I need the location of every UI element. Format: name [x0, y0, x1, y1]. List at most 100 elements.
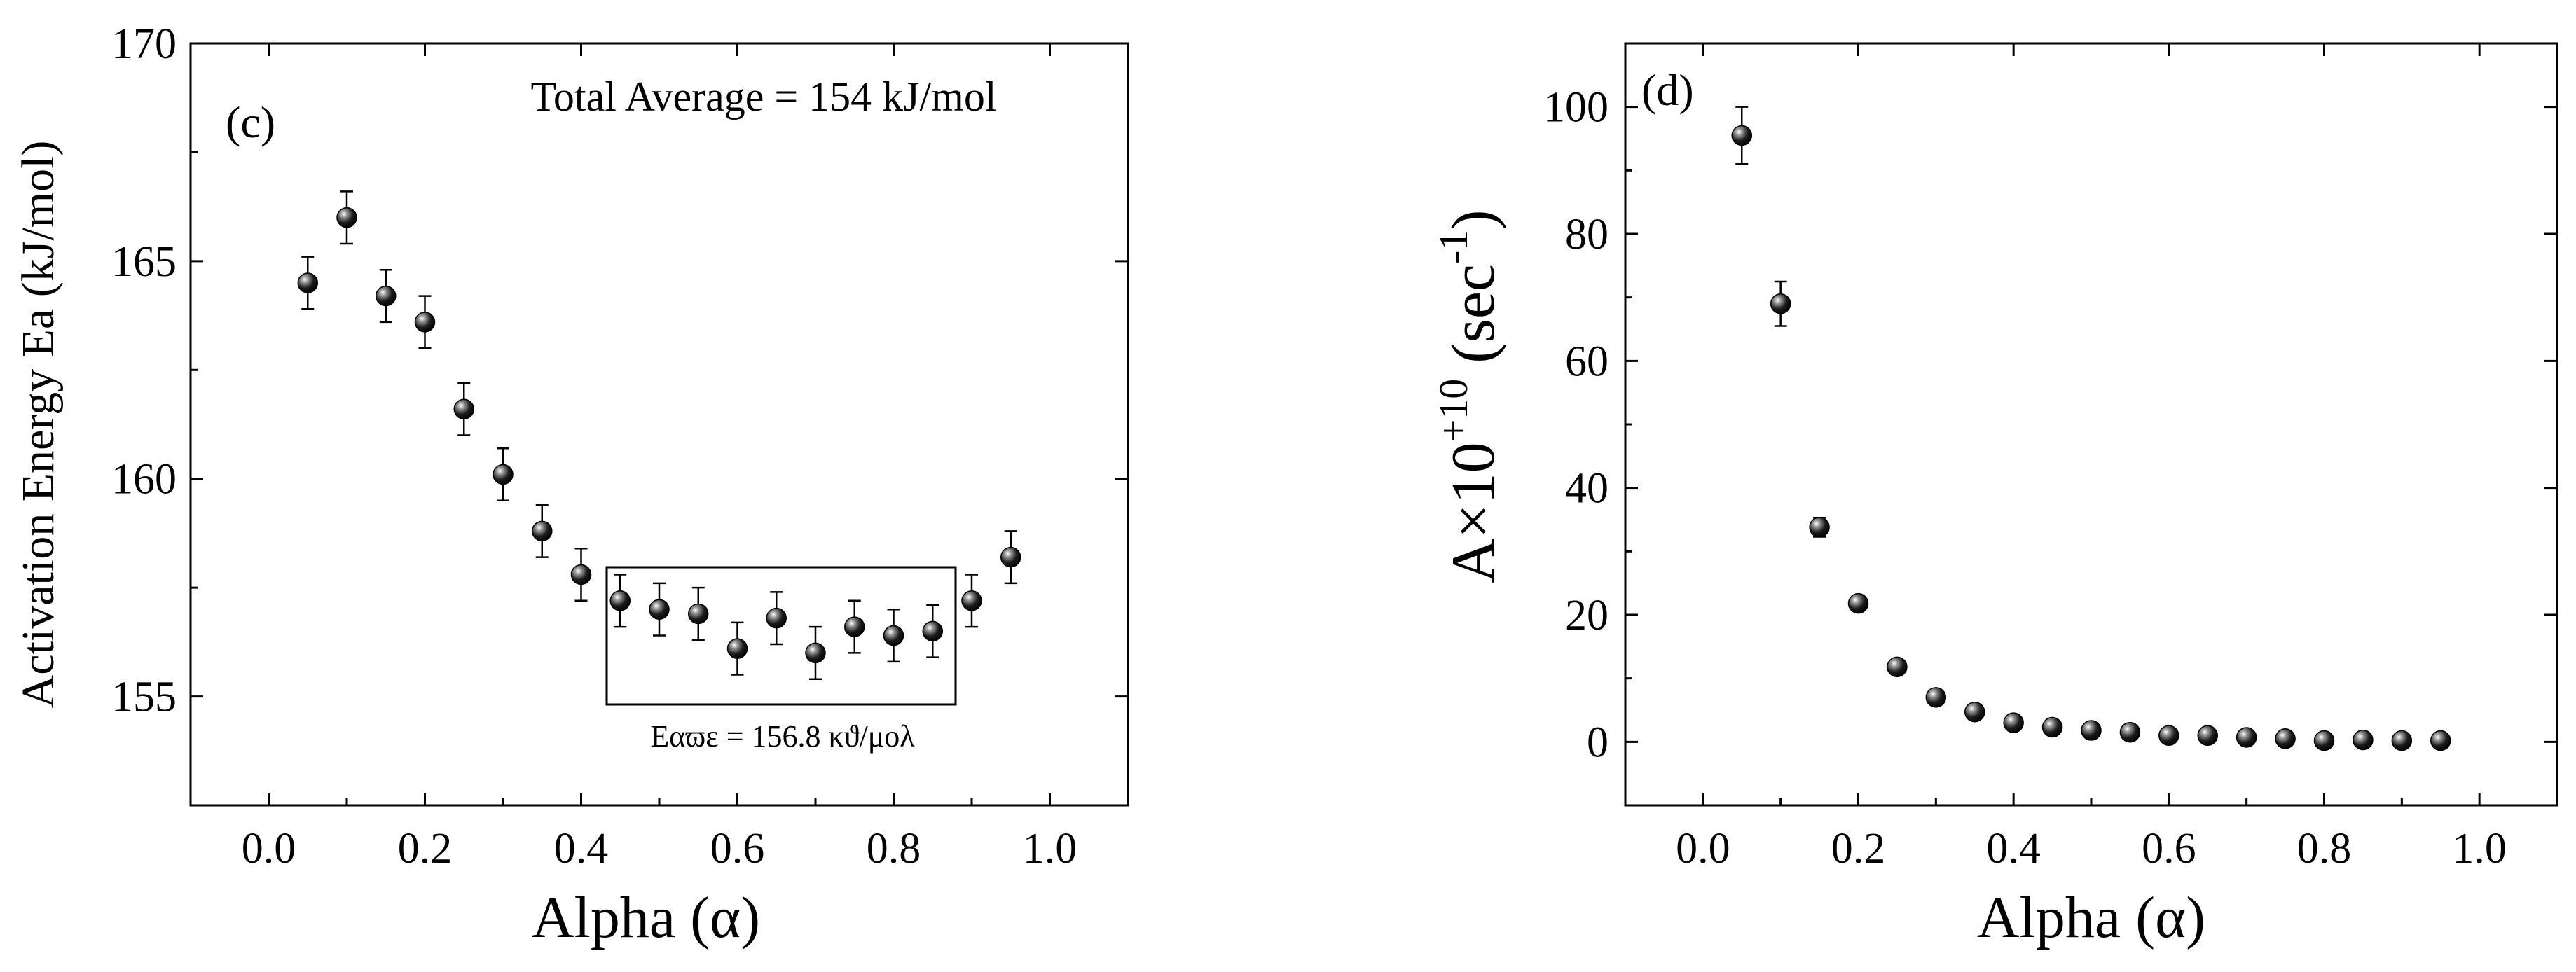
y-tick-label: 0 [1587, 718, 1609, 766]
marker [688, 603, 709, 625]
chart-c: 0.0 0.2 0.4 0.6 0.8 1.0 155 160 165 170 (c) Tota… [13, 20, 1129, 950]
series-d [1731, 106, 2451, 751]
marker [2003, 712, 2024, 733]
data-point [336, 190, 357, 245]
x-tick-label: 0.6 [2142, 825, 2196, 873]
panel-label-c: (c) [226, 97, 275, 147]
data-point [1925, 687, 1947, 708]
x-axis-label-c: Alpha (α) [532, 885, 760, 950]
series-c [297, 190, 1021, 680]
y-tick-label: 160 [111, 456, 177, 504]
y-tick-label: 60 [1565, 338, 1609, 385]
data-point [2313, 730, 2335, 751]
marker [2041, 716, 2063, 738]
data-point [1731, 106, 1752, 165]
y-tick-label: 170 [111, 20, 177, 68]
data-point [2003, 712, 2024, 733]
data-point [2119, 721, 2141, 743]
marker [922, 620, 943, 642]
y-axis-label-d-unit: (sec [1440, 264, 1508, 379]
marker [1964, 701, 1985, 723]
plot-frame-c [189, 42, 1129, 807]
data-point [2275, 728, 2296, 749]
data-point [1887, 656, 1908, 678]
data-point [493, 447, 514, 502]
data-point [2197, 725, 2218, 747]
y-ticks-d: 0 20 40 60 80 100 [1543, 84, 2557, 766]
y-tick-label: 155 [111, 674, 177, 721]
data-point [844, 599, 865, 654]
marker [766, 607, 787, 629]
data-point [1000, 530, 1021, 585]
marker [844, 616, 865, 637]
marker [649, 599, 670, 620]
marker [2353, 729, 2374, 751]
data-point [1964, 701, 1985, 723]
x-ticks-c: 0.0 0.2 0.4 0.6 0.8 1.0 [189, 43, 1129, 873]
x-tick-label: 0.2 [1831, 825, 1886, 873]
y-axis-label-c: Activation Energy Ea (kJ/mol) [13, 141, 64, 709]
x-tick-label: 0.0 [1676, 825, 1730, 873]
data-point [570, 547, 592, 602]
data-point [376, 269, 397, 324]
data-point [961, 574, 982, 628]
data-point [2353, 729, 2374, 751]
marker [1809, 517, 1830, 538]
x-tick-label: 1.0 [2452, 825, 2507, 873]
x-ticks-d: 0.0 0.2 0.4 0.6 0.8 1.0 [1624, 43, 2558, 873]
data-point [2041, 716, 2063, 738]
marker [297, 272, 318, 293]
data-point [532, 504, 553, 558]
data-point [1809, 517, 1830, 538]
marker [1887, 656, 1908, 678]
x-tick-label: 0.0 [242, 825, 296, 873]
data-point [297, 256, 318, 310]
y-tick-label: 100 [1543, 84, 1609, 132]
marker [1731, 125, 1752, 146]
marker [2430, 730, 2451, 751]
data-point [2430, 730, 2451, 751]
data-point [2081, 720, 2102, 741]
marker [1000, 546, 1021, 568]
marker [1770, 293, 1791, 314]
data-point [2391, 730, 2413, 751]
x-tick-label: 0.4 [1986, 825, 2041, 873]
x-tick-label: 0.6 [710, 825, 765, 873]
marker [376, 285, 397, 307]
data-point [688, 586, 709, 641]
marker [883, 625, 904, 646]
data-point [2158, 725, 2179, 747]
x-tick-label: 0.8 [867, 825, 921, 873]
data-point [1847, 592, 1869, 614]
panel-label-d: (d) [1641, 65, 1694, 115]
inset-box-c [605, 566, 957, 706]
marker [570, 564, 592, 585]
data-point [649, 582, 670, 637]
data-point [453, 382, 474, 436]
marker [2119, 721, 2141, 743]
data-point [726, 621, 748, 676]
marker [609, 590, 631, 611]
marker [2081, 720, 2102, 741]
inset-label-c: Eαϖε = 156.8 κϑ/μολ [650, 719, 915, 754]
marker [2236, 727, 2257, 748]
data-point [766, 591, 787, 646]
marker [453, 398, 474, 419]
marker [805, 642, 826, 664]
marker [1925, 687, 1947, 708]
y-tick-label: 40 [1565, 465, 1609, 513]
x-tick-label: 0.2 [398, 825, 453, 873]
data-point [609, 574, 631, 628]
marker [2391, 730, 2413, 751]
data-point [2236, 727, 2257, 748]
marker [493, 464, 514, 485]
y-axis-label-d-main: A×10 [1440, 442, 1508, 583]
total-average-annotation: Total Average = 154 kJ/mol [530, 74, 996, 120]
marker [336, 207, 357, 228]
y-axis-label-d-unit-exponent: -1 [1431, 230, 1476, 264]
y-axis-label-d-exponent: +10 [1431, 379, 1476, 443]
data-point [414, 295, 436, 349]
marker [961, 590, 982, 611]
data-point [1770, 280, 1791, 327]
y-ticks-c: 155 160 165 170 [111, 20, 1128, 721]
